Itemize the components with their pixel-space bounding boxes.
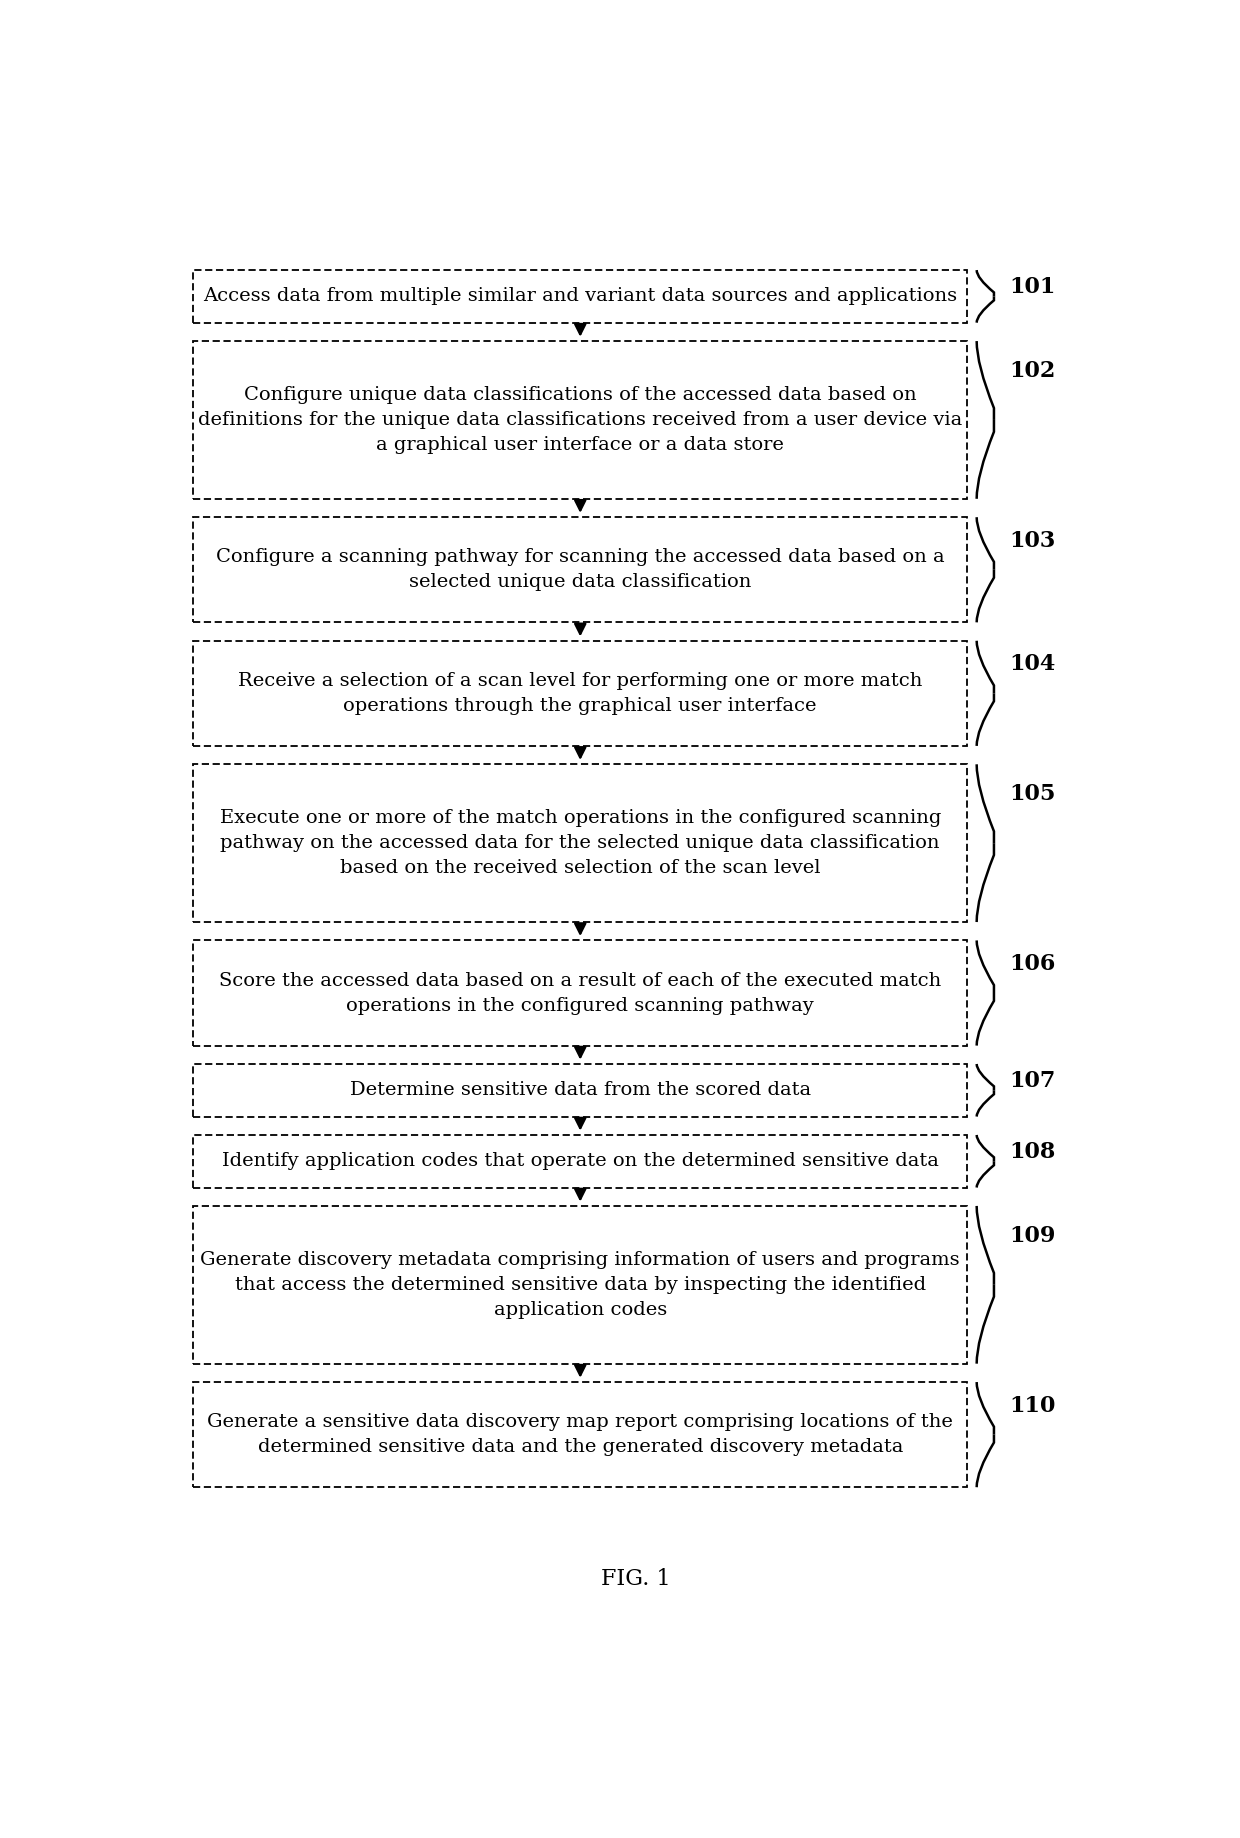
Bar [193, 516, 967, 623]
Text: Score the accessed data based on a result of each of the executed match
operatio: Score the accessed data based on a resul… [219, 972, 941, 1015]
Bar [193, 1064, 967, 1116]
Text: Determine sensitive data from the scored data: Determine sensitive data from the scored… [350, 1081, 811, 1099]
Bar [193, 941, 967, 1046]
Text: Configure a scanning pathway for scanning the accessed data based on a
selected : Configure a scanning pathway for scannin… [216, 548, 945, 592]
Text: Generate a sensitive data discovery map report comprising locations of the
deter: Generate a sensitive data discovery map … [207, 1413, 954, 1456]
Bar [193, 1382, 967, 1487]
Text: 105: 105 [1009, 783, 1055, 805]
Text: 106: 106 [1009, 954, 1055, 974]
Text: Execute one or more of the match operations in the configured scanning
pathway o: Execute one or more of the match operati… [219, 809, 941, 877]
Text: FIG. 1: FIG. 1 [600, 1568, 671, 1590]
Text: Identify application codes that operate on the determined sensitive data: Identify application codes that operate … [222, 1152, 939, 1171]
Text: 110: 110 [1009, 1395, 1055, 1417]
Bar [193, 1206, 967, 1364]
Text: 103: 103 [1009, 529, 1055, 551]
Bar [193, 641, 967, 746]
Text: 104: 104 [1009, 652, 1055, 675]
Bar [193, 765, 967, 923]
Text: 107: 107 [1009, 1070, 1055, 1092]
Text: 102: 102 [1009, 360, 1055, 382]
Bar [193, 270, 967, 323]
Text: 108: 108 [1009, 1141, 1055, 1163]
Text: Access data from multiple similar and variant data sources and applications: Access data from multiple similar and va… [203, 287, 957, 305]
Bar [193, 1134, 967, 1187]
Text: 101: 101 [1009, 276, 1055, 298]
Bar [193, 342, 967, 498]
Text: Configure unique data classifications of the accessed data based on
definitions : Configure unique data classifications of… [198, 386, 962, 454]
Text: Receive a selection of a scan level for performing one or more match
operations : Receive a selection of a scan level for … [238, 673, 923, 715]
Text: Generate discovery metadata comprising information of users and programs
that ac: Generate discovery metadata comprising i… [201, 1252, 960, 1320]
Text: 109: 109 [1009, 1224, 1055, 1246]
